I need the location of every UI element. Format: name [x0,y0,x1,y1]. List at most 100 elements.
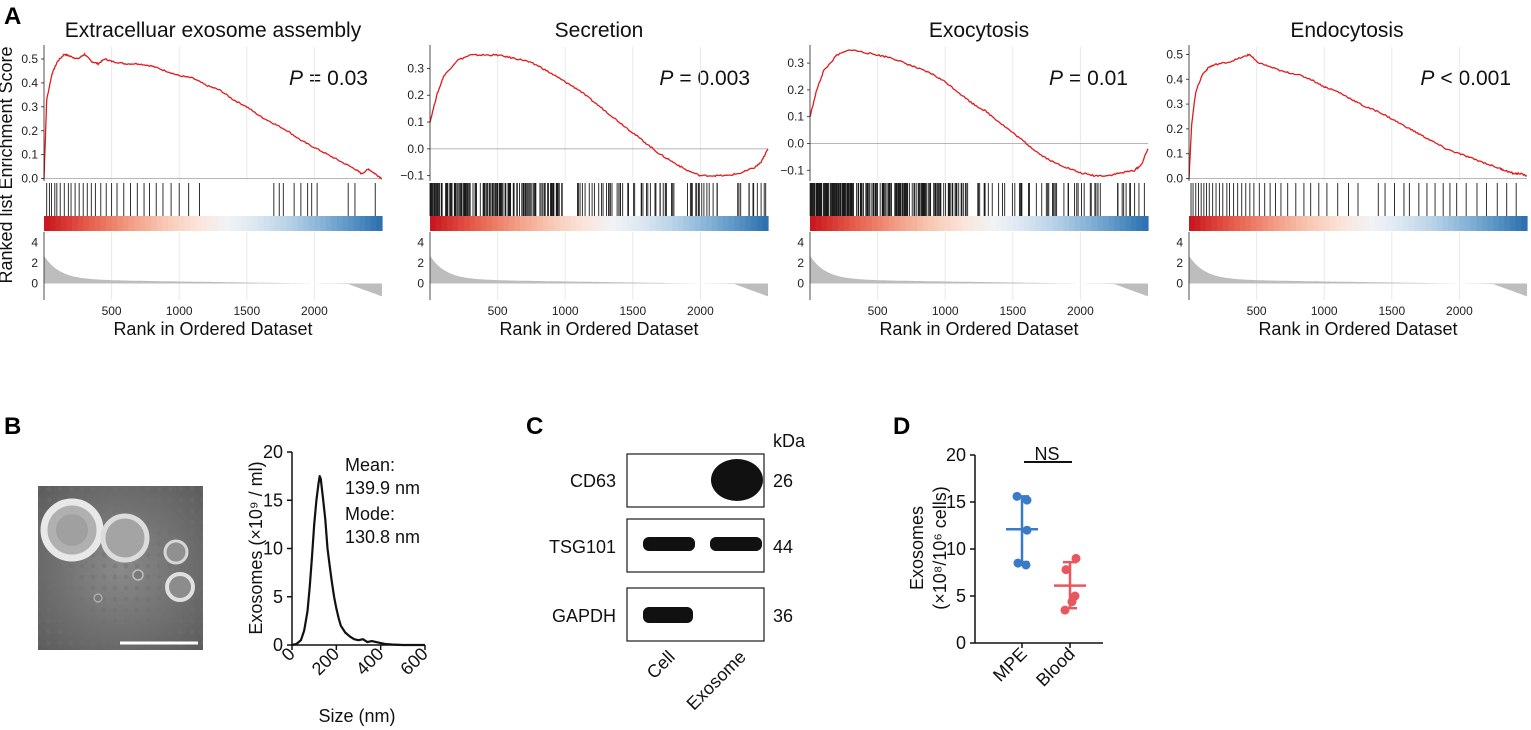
heat-segment [1250,216,1258,231]
x-tick-label: 500 [868,304,888,318]
p-symbol: P [1420,67,1434,90]
heat-segment [1521,216,1528,231]
ranked-y-tick-label: 4 [417,235,424,249]
heat-segment [1448,216,1455,231]
heat-segment [962,216,969,231]
rank-heatbar [430,216,769,231]
ranked-y-tick-label: 4 [797,235,804,249]
heat-segment [520,216,527,231]
heat-segment [229,216,237,231]
heat-segment [1386,216,1393,231]
kda-label: kDa [773,431,806,451]
heat-segment [728,216,735,231]
x-axis-label: Rank in Ordered Dataset [879,319,1078,339]
heat-segment [1279,216,1286,231]
y-tick-label: 0.3 [407,61,424,75]
y-tick-label: 0.3 [787,56,804,70]
gsea-p-value: P = 0.03 [289,67,368,90]
y-tick-label: 0.1 [21,148,38,162]
kda-value-cd63: 26 [773,471,793,491]
heat-segment [1273,216,1280,231]
band-cd63-exosome [711,459,763,501]
heat-segment [1391,216,1399,231]
heat-segment [587,216,594,231]
y-tick-label: −0.1 [780,163,804,177]
protein-label-gapdh: GAPDH [552,606,616,626]
heat-segment [184,216,192,231]
x-tick-label: 2000 [1067,304,1094,318]
heat-segment [1397,216,1404,231]
heat-segment [632,216,640,231]
y-tick-label: 5 [956,586,966,606]
heat-segment [1108,216,1115,231]
ranked-y-tick-label: 4 [31,235,38,249]
heat-segment [756,216,763,231]
heat-segment [213,216,220,231]
es-curve [43,52,383,180]
heat-segment [83,216,90,231]
axes: −0.1 0.0 0.1 0.2 0.3 0 2 4 500 1000 1500 2000 [780,45,1094,318]
heat-segment [508,216,516,231]
heat-segment [1035,216,1042,231]
heat-segment [1200,216,1207,231]
heat-segment [145,216,152,231]
heat-segment [314,216,321,231]
protein-label-tsg101: TSG101 [549,537,616,557]
p-symbol: P [1049,67,1063,90]
heat-segment [179,216,186,231]
band-tsg101-exosome [710,537,762,551]
nta-annotation-line-2: 139.9 nm [345,478,420,498]
heat-segment [1453,216,1460,231]
heat-segment [1498,216,1506,231]
gsea-title: Exocytosis [929,19,1029,42]
heat-segment [1493,216,1500,231]
size-distribution-line [291,475,425,647]
heat-segment [677,216,685,231]
heat-segment [1069,216,1076,231]
panel-letter-a: A [4,3,21,30]
y-axis-label-line-1: Exosomes [907,506,927,590]
heat-segment [280,216,287,231]
heat-segment [66,216,73,231]
heat-segment [1465,216,1472,231]
x-tick-label: 1000 [166,304,193,318]
heat-segment [1046,216,1053,231]
axes: 0.0 0.1 0.2 0.3 0.4 0.5 0 2 4 500 1000 1500 2000 [21,45,328,318]
heat-segment [855,216,862,231]
heat-segment [1284,216,1291,231]
y-tick-label: 0.2 [21,124,38,138]
x-axis-label: Size (nm) [318,706,395,726]
x-tick-label: 2000 [301,304,328,318]
heat-segment [1040,216,1048,231]
panel-letter-c: C [526,413,543,440]
es-plot [43,52,383,180]
heat-segment [604,216,611,231]
heat-segment [291,216,299,231]
heat-segment [263,216,270,231]
heat-segment [900,216,907,231]
vesicle-small [93,593,103,603]
heat-segment [1414,216,1421,231]
heat-segment [922,216,929,231]
heat-segment [376,216,383,231]
heat-segment [711,216,718,231]
es-plot [1188,53,1528,180]
gsea-plot-exocytosis: Exocytosis P = 0.01 −0.1 0.0 0.1 0.2 0.3 0 2 4 50… [780,19,1149,339]
heat-segment [320,216,327,231]
heat-segment [196,216,203,231]
heat-segment [537,216,544,231]
heat-segment [621,216,628,231]
heat-segment [888,216,896,231]
heat-segment [973,216,980,231]
heat-segment [1403,216,1410,231]
heat-segment [956,216,963,231]
heat-segment [1256,216,1263,231]
p-symbol: P [659,67,673,90]
p-symbol: P [289,67,303,90]
data-point [1022,525,1032,535]
heat-segment [593,216,600,231]
y-tick-label: 0.5 [21,52,38,66]
ranked-y-tick-label: 4 [1176,235,1183,249]
data-point [1060,605,1070,615]
